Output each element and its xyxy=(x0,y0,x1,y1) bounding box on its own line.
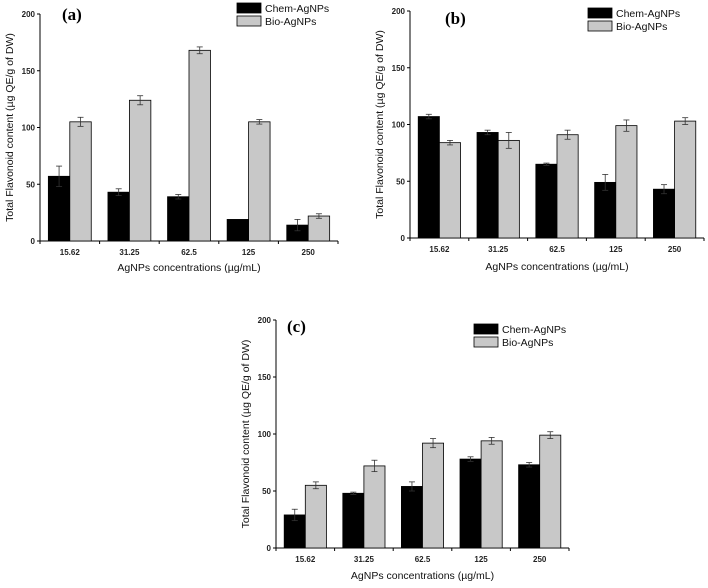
x-tick-label: 15.62 xyxy=(60,248,81,257)
chart-panel-3: 0 50 100 150 200 15.62 31.25 62.5 125 250 (c) AgNPs… xyxy=(240,316,570,582)
legend-swatch-bio-agnps xyxy=(236,15,262,27)
y-tick-label: 0 xyxy=(401,234,406,243)
bar-chem-agnps-15.62 xyxy=(417,116,440,239)
bar-chem-agnps-125 xyxy=(226,219,249,242)
x-tick-label: 250 xyxy=(533,555,547,564)
bar-bio-agnps-250 xyxy=(674,120,697,239)
y-tick-label: 0 xyxy=(31,237,36,246)
bar-bio-agnps-125 xyxy=(615,125,638,239)
legend-label-bio-agnps: Bio-AgNPs xyxy=(616,21,667,33)
y-tick-label: 100 xyxy=(392,121,406,130)
x-tick-label: 125 xyxy=(242,248,256,257)
bar-bio-agnps-15.62 xyxy=(69,121,92,242)
bar-bio-agnps-125 xyxy=(480,440,503,549)
legend-swatch-chem-agnps xyxy=(236,2,262,14)
x-tick-label: 31.25 xyxy=(119,248,140,257)
y-tick-label: 50 xyxy=(396,177,405,186)
y-tick-label: 0 xyxy=(267,544,272,553)
bar-bio-agnps-125 xyxy=(248,121,271,242)
bar-chem-agnps-125 xyxy=(459,458,482,549)
bar-bio-agnps-15.62 xyxy=(304,484,327,549)
x-tick-label: 31.25 xyxy=(354,555,375,564)
legend-label-bio-agnps: Bio-AgNPs xyxy=(502,337,553,349)
chart-panel-1: 0 50 100 150 200 15.62 31.25 62.5 125 250 (a) AgNPs… xyxy=(4,2,339,274)
y-axis-title: Total Flavonoid content (µg QE/g of DW) xyxy=(374,30,386,219)
bar-bio-agnps-31.25 xyxy=(497,139,520,239)
x-tick-label: 62.5 xyxy=(549,245,565,254)
y-tick-label: 150 xyxy=(392,64,406,73)
bar-bio-agnps-250 xyxy=(307,215,331,242)
x-tick-label: 15.62 xyxy=(295,555,316,564)
x-tick-label: 62.5 xyxy=(181,248,197,257)
y-axis-title: Total Flavonoid content (µg QE/g of DW) xyxy=(240,340,252,529)
x-tick-label: 125 xyxy=(474,555,488,564)
bar-bio-agnps-250 xyxy=(539,434,562,549)
bar-bio-agnps-15.62 xyxy=(438,142,461,239)
panel-label: (b) xyxy=(445,9,466,28)
panel-label: (a) xyxy=(62,5,82,24)
y-tick-label: 150 xyxy=(22,67,36,76)
x-axis-title: AgNPs concentrations (µg/mL) xyxy=(485,261,628,273)
y-tick-label: 200 xyxy=(392,7,406,16)
legend-label-chem-agnps: Chem-AgNPs xyxy=(502,324,566,336)
x-axis-title: AgNPs concentrations (µg/mL) xyxy=(117,262,260,274)
legend-swatch-chem-agnps xyxy=(473,323,499,335)
x-tick-label: 250 xyxy=(668,245,682,254)
bar-chem-agnps-250 xyxy=(518,464,541,549)
legend-swatch-chem-agnps xyxy=(587,7,613,19)
panel-label: (c) xyxy=(287,317,306,336)
bar-chem-agnps-31.25 xyxy=(107,191,130,242)
bar-chem-agnps-250 xyxy=(653,188,676,239)
legend-swatch-bio-agnps xyxy=(587,20,613,32)
y-tick-label: 100 xyxy=(258,430,272,439)
y-tick-label: 50 xyxy=(262,487,271,496)
y-tick-label: 50 xyxy=(26,180,35,189)
bar-bio-agnps-62.5 xyxy=(556,134,579,239)
legend-swatch-bio-agnps xyxy=(473,336,499,348)
x-axis-title: AgNPs concentrations (µg/mL) xyxy=(351,570,494,582)
bar-chem-agnps-62.5 xyxy=(535,163,558,239)
y-tick-label: 100 xyxy=(22,124,36,133)
x-tick-label: 62.5 xyxy=(415,555,431,564)
y-tick-label: 200 xyxy=(22,10,36,19)
x-tick-label: 15.62 xyxy=(429,245,450,254)
y-tick-label: 150 xyxy=(258,373,272,382)
x-tick-label: 31.25 xyxy=(488,245,509,254)
x-tick-label: 125 xyxy=(609,245,623,254)
bar-bio-agnps-62.5 xyxy=(188,49,211,242)
legend-label-chem-agnps: Chem-AgNPs xyxy=(265,3,329,15)
bar-chem-agnps-62.5 xyxy=(167,196,190,242)
bar-chem-agnps-62.5 xyxy=(401,486,423,549)
x-tick-label: 250 xyxy=(302,248,316,257)
legend-label-chem-agnps: Chem-AgNPs xyxy=(616,8,680,20)
bar-bio-agnps-31.25 xyxy=(128,99,152,242)
bar-bio-agnps-62.5 xyxy=(422,442,444,549)
bar-chem-agnps-31.25 xyxy=(476,132,499,239)
legend-label-bio-agnps: Bio-AgNPs xyxy=(265,16,316,28)
bar-bio-agnps-31.25 xyxy=(363,465,386,549)
chart-panel-2: 0 50 100 150 200 15.62 31.25 62.5 125 250 (b) AgNPs… xyxy=(374,7,705,273)
bar-chem-agnps-31.25 xyxy=(342,492,365,549)
y-tick-label: 200 xyxy=(258,316,272,325)
y-axis-title: Total Flavonoid content (µg QE/g of DW) xyxy=(4,33,16,222)
